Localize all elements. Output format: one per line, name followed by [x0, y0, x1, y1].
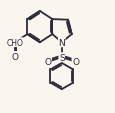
- Text: O: O: [11, 52, 18, 61]
- Text: CHO: CHO: [6, 38, 23, 47]
- Text: O: O: [44, 58, 51, 67]
- Text: N: N: [58, 38, 65, 47]
- Text: O: O: [71, 58, 78, 67]
- Text: S: S: [58, 53, 64, 62]
